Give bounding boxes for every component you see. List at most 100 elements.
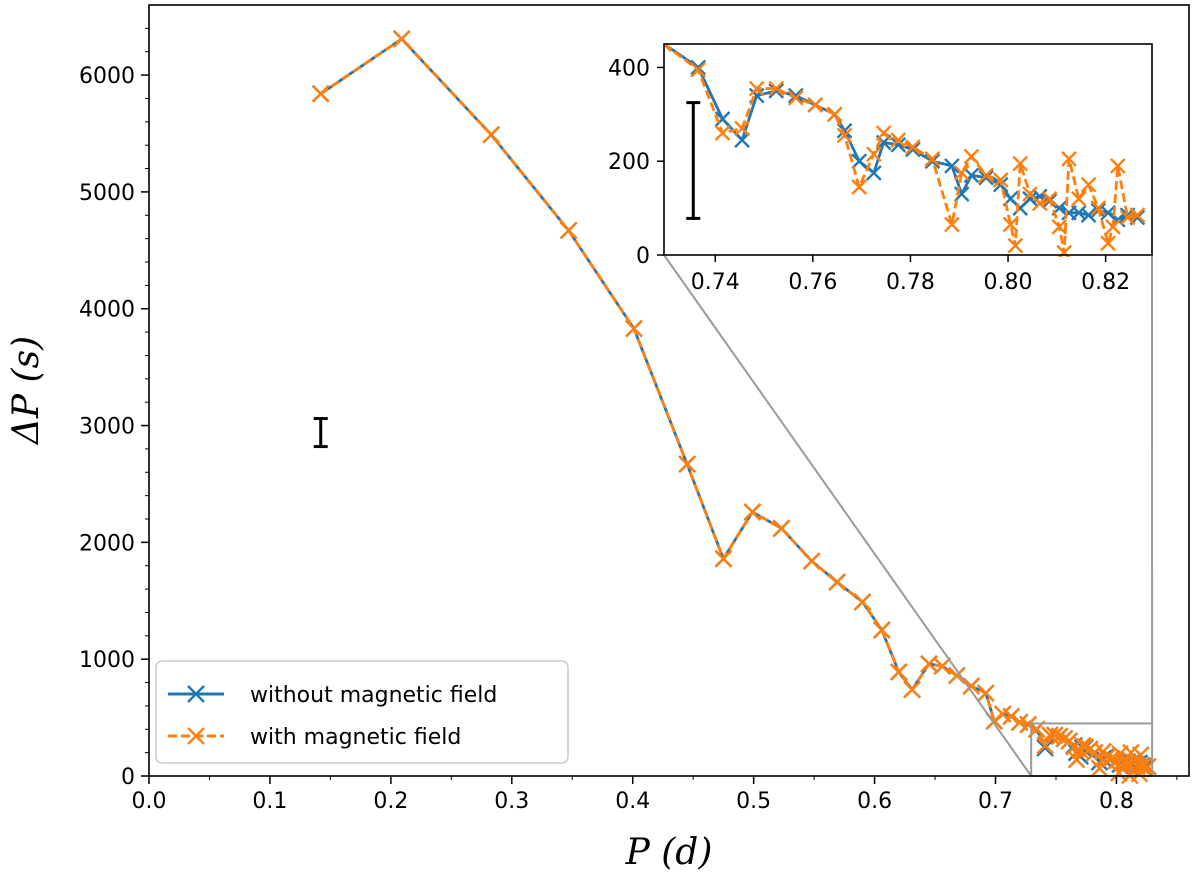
data-point (851, 179, 868, 195)
data-point (872, 621, 891, 639)
data-point (1012, 155, 1029, 172)
data-point (787, 90, 804, 106)
main-frame (148, 4, 1190, 777)
legend-label: without magnetic field (250, 683, 497, 708)
data-point (1051, 219, 1068, 235)
inset-x-tick-label: 0.76 (788, 270, 837, 295)
inset-y-tick-label: 400 (608, 56, 650, 81)
data-point (1129, 207, 1146, 223)
data-point (944, 216, 960, 233)
data-point (690, 61, 707, 78)
data-point (944, 158, 960, 174)
legend-label: with magnetic field (250, 725, 461, 750)
data-point (1022, 190, 1038, 207)
data-point (962, 677, 981, 695)
x-tick-label: 0.7 (978, 789, 1013, 814)
data-point (1097, 748, 1116, 767)
legend-marker (187, 685, 205, 703)
data-point (734, 132, 750, 148)
data-point (392, 30, 411, 48)
y-tick-label: 2000 (79, 531, 135, 556)
data-point (714, 549, 733, 568)
legend: without magnetic field with magnetic fiel… (155, 660, 569, 764)
data-point (768, 80, 785, 97)
data-point (903, 680, 921, 699)
x-tick-label: 0.4 (615, 789, 650, 814)
x-tick-label: 0.5 (736, 789, 771, 814)
data-point (1007, 237, 1024, 254)
data-point (992, 172, 1009, 188)
inset-x-tick-label: 0.82 (1081, 270, 1130, 295)
data-point (1102, 749, 1121, 768)
x-tick-label: 0.0 (132, 789, 167, 814)
data-point (978, 167, 994, 184)
data-point (1019, 715, 1038, 734)
data-point (890, 132, 907, 148)
data-point (768, 83, 785, 99)
data-point (865, 146, 882, 163)
data-point (826, 106, 843, 123)
y-tick-label: 1000 (79, 648, 135, 673)
data-point (1002, 216, 1019, 233)
data-point (1045, 726, 1064, 744)
data-point (1109, 158, 1126, 174)
inset-x-tick-label: 0.78 (886, 270, 935, 295)
data-point (976, 684, 995, 702)
x-axis-label: P (d) (625, 832, 713, 873)
data-point (311, 84, 330, 103)
inset-y-tick-label: 0 (636, 244, 650, 269)
y-tick-label: 4000 (79, 298, 135, 323)
data-point (905, 139, 921, 156)
x-tick-label: 0.2 (373, 789, 408, 814)
data-point (743, 503, 762, 521)
data-point (714, 111, 731, 127)
data-point (1100, 204, 1116, 221)
data-point (1070, 190, 1087, 207)
data-point (1056, 244, 1073, 257)
data-point (1100, 235, 1116, 252)
data-point (748, 80, 765, 97)
data-point (772, 519, 791, 538)
data-point (963, 167, 980, 184)
inset-x-tick-label: 0.80 (984, 270, 1033, 295)
legend-marker (187, 727, 205, 745)
x-tick-label: 0.3 (494, 789, 529, 814)
data-point (836, 127, 853, 144)
data-point (890, 136, 907, 153)
data-point (1031, 195, 1048, 212)
data-point (947, 666, 966, 685)
data-point (1080, 176, 1097, 193)
data-point (1050, 727, 1069, 746)
data-point (836, 122, 853, 139)
legend-box (155, 660, 569, 764)
data-point (1076, 737, 1094, 756)
y-tick-label: 3000 (79, 415, 135, 440)
data-point (678, 455, 696, 473)
series-line-with-field (664, 44, 1138, 255)
data-point (1080, 207, 1097, 223)
data-point (482, 125, 501, 144)
y-tick-label: 6000 (79, 64, 135, 89)
data-point (1139, 757, 1157, 776)
data-point (664, 44, 672, 52)
data-point (734, 120, 750, 137)
y-axis-label: ΔP (s) (6, 336, 47, 446)
data-point (807, 97, 824, 113)
data-point (953, 186, 970, 202)
data-point (924, 151, 941, 167)
inset-y-tick-label: 200 (608, 150, 650, 175)
data-point (1119, 209, 1136, 226)
data-point (933, 657, 952, 676)
y-tick-label: 5000 (79, 181, 135, 206)
x-tick-label: 0.1 (252, 789, 287, 814)
data-point (1135, 756, 1154, 775)
data-point (875, 125, 892, 141)
data-point (1061, 151, 1077, 167)
data-point (787, 87, 804, 104)
inset-frame (663, 43, 1153, 256)
data-point (559, 221, 578, 240)
x-tick-label: 0.6 (857, 789, 892, 814)
data-point (865, 165, 882, 181)
data-point (802, 552, 821, 570)
data-point (1105, 219, 1121, 235)
